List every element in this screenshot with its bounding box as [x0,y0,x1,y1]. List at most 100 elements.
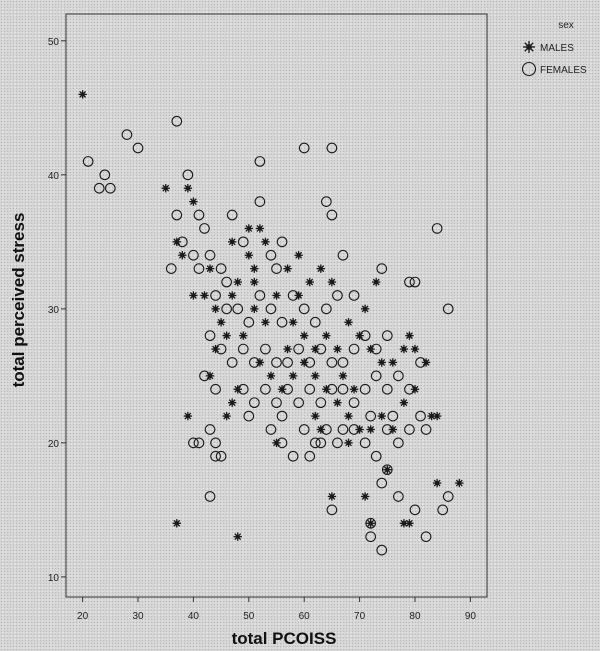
female-point [282,383,293,395]
female-point [370,450,382,462]
female-point [254,196,266,207]
female-point [348,343,360,355]
male-point [233,532,242,541]
male-point [277,385,287,394]
male-point [338,371,348,381]
male-point [399,398,409,407]
legend-circle-marker [521,61,537,77]
female-point [287,290,299,301]
female-point [326,504,338,516]
male-point [244,224,254,233]
female-point [359,383,371,395]
female-point [132,142,144,154]
male-point [255,224,265,233]
female-point [188,249,199,261]
female-point [376,263,388,274]
female-point [321,424,332,435]
male-point [405,519,414,528]
female-point [265,249,277,261]
male-point [283,264,292,273]
female-point [365,410,377,422]
male-point [405,331,414,340]
female-point [248,397,260,409]
male-point [183,411,193,421]
male-point [261,237,270,247]
female-point [381,330,393,342]
female-point [287,450,299,462]
female-point [276,410,288,422]
female-point [348,424,360,435]
female-point [393,437,404,449]
female-point [210,290,221,301]
male-point [227,291,237,300]
female-point [381,424,393,435]
male-point [200,291,209,300]
female-point [171,115,183,127]
y-tick-label: 50 [48,37,60,48]
female-point [387,410,399,422]
female-point [243,410,255,422]
male-point [227,237,237,247]
male-point [410,385,420,394]
male-point [272,291,281,300]
male-point [250,264,259,273]
female-point [376,544,388,556]
legend-male-star-icon [523,41,535,53]
female-point [370,370,382,382]
male-point [344,438,353,448]
female-point [304,383,316,395]
legend: sex MALES FEMALES [521,20,587,77]
male-point [205,264,215,273]
male-point [355,425,364,434]
male-point [355,331,364,340]
female-point [409,504,421,516]
female-point [326,383,338,395]
male-point [333,344,342,354]
male-point [283,344,292,354]
x-tick-label: 80 [409,611,421,622]
male-point [316,264,326,273]
female-point [193,209,205,221]
female-point [365,531,377,543]
female-point [254,156,266,167]
x-axis-title: total PCOISS [232,629,337,648]
female-point [226,357,238,368]
male-point [388,425,398,434]
male-point [360,492,370,501]
female-point [260,383,271,395]
female-point [348,397,360,409]
male-point [272,438,281,448]
female-point [442,303,454,315]
y-tick-label: 10 [48,573,60,584]
female-point [199,223,210,234]
legend-title: sex [558,20,574,31]
male-point [250,304,259,314]
female-point [248,357,260,368]
female-point [204,491,216,502]
male-point [244,251,254,260]
female-point [293,397,305,409]
female-point [82,156,94,167]
male-point [311,371,320,381]
female-point [204,249,216,261]
legend-male-label: MALES [540,43,574,54]
female-point [221,276,232,288]
male-point [432,478,442,488]
female-point [415,357,426,368]
male-point [316,425,326,434]
male-point [333,398,342,407]
plot-area-frame [65,13,488,598]
male-point [455,478,464,488]
male-point [78,90,87,99]
female-point [404,276,415,288]
x-axis: 20 30 40 50 60 70 80 90 [77,597,476,622]
female-point [348,290,360,301]
male-point [399,344,409,354]
female-point [215,450,227,462]
male-point [222,411,231,421]
female-point [221,303,232,315]
male-point [421,358,431,367]
female-point [210,383,221,395]
female-point [232,303,244,315]
